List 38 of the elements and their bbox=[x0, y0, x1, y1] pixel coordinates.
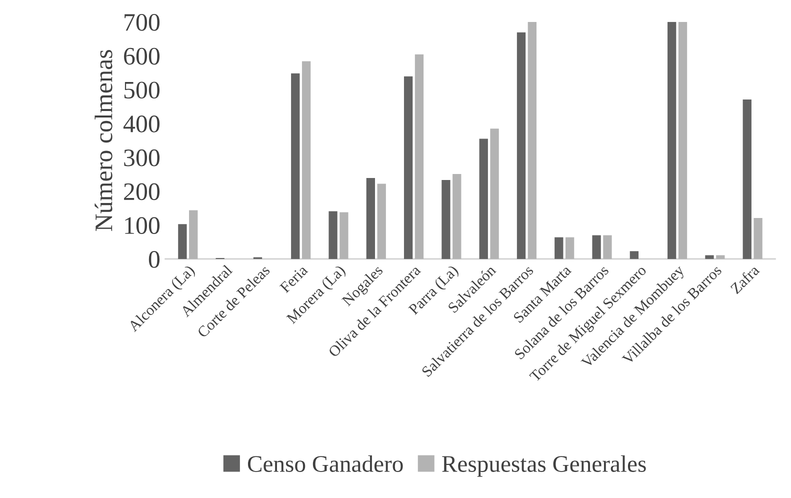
bar bbox=[592, 235, 601, 259]
bar bbox=[442, 180, 450, 259]
bar bbox=[479, 138, 488, 259]
bar bbox=[189, 210, 198, 259]
bar bbox=[178, 224, 187, 259]
bar bbox=[705, 255, 714, 259]
bar bbox=[414, 54, 424, 259]
bar bbox=[490, 128, 499, 259]
y-tick-label: 300 bbox=[124, 149, 160, 166]
bar bbox=[742, 99, 752, 259]
bar bbox=[340, 212, 348, 259]
bar bbox=[302, 61, 311, 259]
bar bbox=[328, 211, 338, 259]
legend-label: Respuestas Generales bbox=[442, 455, 646, 477]
bar bbox=[565, 237, 574, 259]
bar bbox=[678, 22, 688, 259]
y-tick-label: 600 bbox=[124, 48, 160, 65]
bar bbox=[554, 237, 564, 259]
bar bbox=[754, 218, 762, 259]
bar bbox=[630, 251, 639, 259]
y-tick-label: 0 bbox=[148, 251, 160, 268]
bar bbox=[377, 184, 386, 259]
bar bbox=[716, 255, 725, 259]
bar bbox=[366, 178, 376, 259]
y-tick-label: 100 bbox=[125, 217, 160, 234]
bar bbox=[668, 22, 676, 259]
y-tick-label: 500 bbox=[124, 82, 160, 99]
y-tick-label: 400 bbox=[123, 116, 160, 132]
bar bbox=[603, 235, 612, 259]
bar bbox=[452, 174, 462, 259]
bar bbox=[516, 32, 526, 259]
bar bbox=[291, 73, 300, 259]
bar bbox=[404, 76, 413, 259]
y-axis-title: Número colmenas bbox=[94, 50, 112, 232]
y-tick-label: 200 bbox=[124, 183, 160, 200]
y-tick-label: 700 bbox=[124, 14, 160, 31]
legend-label: Censo Ganadero bbox=[248, 455, 403, 472]
bar bbox=[528, 22, 537, 259]
